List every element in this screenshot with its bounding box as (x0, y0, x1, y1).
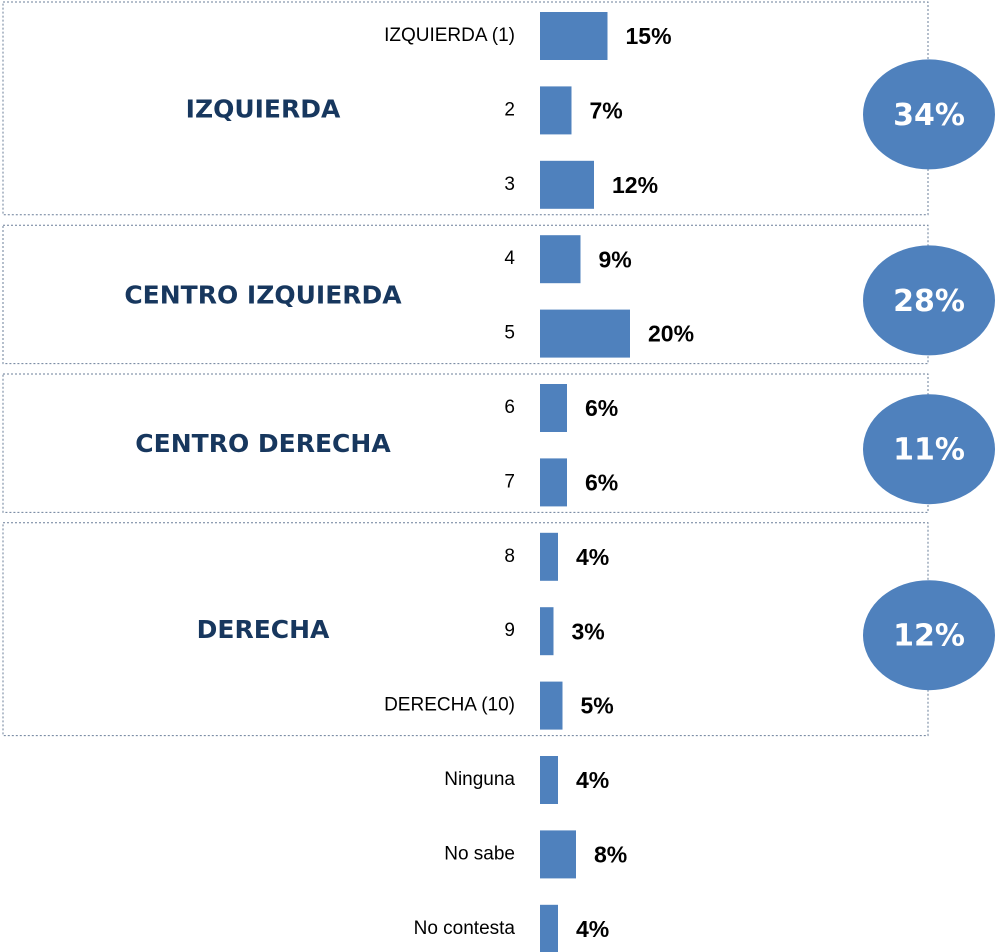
value-label: 4% (576, 767, 609, 793)
value-label: 15% (626, 23, 672, 49)
value-label: 4% (576, 544, 609, 570)
value-label: 3% (572, 618, 605, 644)
value-label: 6% (585, 395, 618, 421)
value-label: 4% (576, 916, 609, 942)
bar (540, 904, 558, 952)
group-label: CENTRO IZQUIERDA (124, 280, 402, 309)
category-label: 9 (504, 620, 515, 641)
category-label: 4 (504, 248, 515, 269)
category-label: 7 (504, 471, 515, 492)
group-total (863, 245, 995, 356)
category-label: 8 (504, 546, 515, 567)
category-label: DERECHA (10) (384, 695, 515, 716)
group-label: IZQUIERDA (186, 94, 341, 123)
category-label: 2 (504, 99, 515, 120)
bar (540, 681, 563, 730)
bar (540, 86, 572, 135)
bar (540, 458, 567, 507)
group-box (2, 224, 929, 365)
group-label: CENTRO DERECHA (135, 429, 391, 458)
category-label: No contesta (414, 918, 516, 939)
value-label: 5% (581, 693, 614, 719)
group-box (2, 373, 929, 513)
value-label: 6% (585, 469, 618, 495)
bar (540, 12, 608, 60)
category-label: 5 (504, 323, 515, 344)
group-box (2, 1, 929, 216)
category-label: No sabe (444, 843, 515, 864)
group-total-label: 34% (893, 98, 965, 133)
bar (540, 756, 558, 804)
value-label: 7% (590, 97, 623, 123)
group-total (863, 580, 995, 691)
bar (540, 532, 558, 581)
group-total-label: 28% (893, 284, 965, 319)
category-label: 6 (504, 397, 515, 418)
bar (540, 607, 554, 656)
value-label: 8% (594, 841, 627, 867)
group-total-label: 11% (893, 433, 965, 468)
value-label: 9% (599, 246, 632, 272)
group-total-label: 12% (893, 619, 965, 654)
value-label: 12% (612, 172, 658, 198)
bar (540, 384, 567, 432)
bar (540, 830, 576, 879)
bar (540, 309, 630, 358)
bar (540, 160, 594, 209)
group-total (863, 394, 995, 505)
category-label: 3 (504, 174, 515, 195)
bar (540, 235, 581, 284)
category-label: Ninguna (444, 769, 515, 790)
category-label: IZQUIERDA (1) (384, 25, 515, 46)
group-label: DERECHA (197, 615, 330, 644)
value-label: 20% (648, 321, 694, 347)
group-box (2, 522, 929, 737)
group-total (863, 59, 995, 170)
